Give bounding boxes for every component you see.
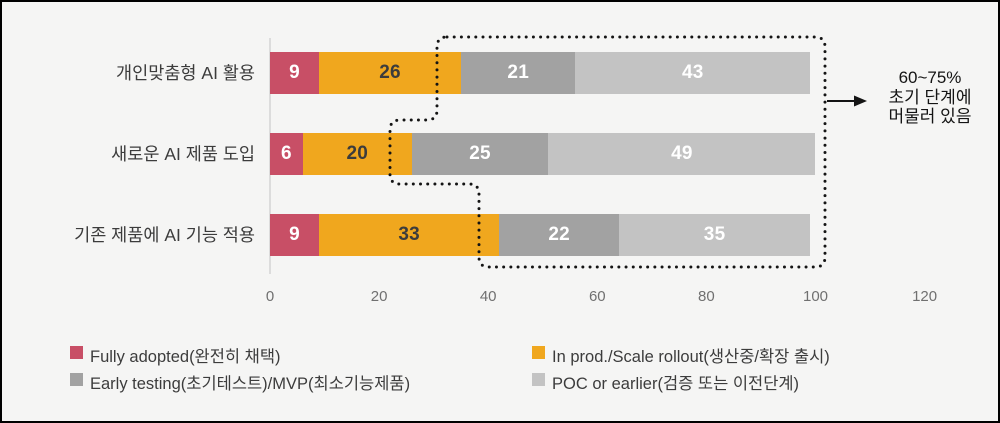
legend-swatch-icon — [532, 346, 545, 359]
bar-value-label: 49 — [671, 143, 693, 164]
x-axis-tick-label: 20 — [370, 288, 388, 305]
bar-segment: 25 — [411, 133, 549, 175]
bar-value-label: 33 — [398, 224, 420, 245]
legend-swatch-icon — [532, 373, 545, 386]
bar-segment: 6 — [270, 133, 303, 175]
bar-value-label: 6 — [280, 143, 292, 164]
bar-segment: 20 — [302, 133, 412, 175]
bar-value-label: 22 — [548, 224, 570, 245]
bar-segment: 21 — [460, 52, 576, 94]
bar-value-label: 43 — [681, 62, 704, 83]
legend-item: Fully adopted(완전히 채택) — [70, 343, 281, 367]
bar-segment: 22 — [499, 214, 620, 256]
bar-segment: 43 — [575, 52, 811, 94]
category-label: 기존 제품에 AI 기능 적용 — [74, 225, 255, 245]
bar-value-label: 9 — [289, 224, 300, 245]
legend-item: Early testing(초기테스트)/MVP(최소기능제품) — [70, 370, 410, 394]
bar-value-label: 25 — [469, 143, 491, 164]
x-axis-tick-label: 100 — [802, 288, 829, 305]
bar-value-label: 9 — [289, 62, 300, 83]
category-label: 새로운 AI 제품 도입 — [111, 144, 255, 164]
bar-segment: 9 — [270, 214, 320, 256]
legend-label: Early testing(초기테스트)/MVP(최소기능제품) — [90, 375, 411, 393]
x-axis-tick-label: 60 — [588, 288, 606, 305]
bar-segment: 9 — [270, 52, 320, 94]
bar-value-label: 21 — [507, 62, 529, 83]
bar-value-label: 26 — [379, 62, 401, 83]
x-axis-tick-label: 40 — [479, 288, 497, 305]
bar-segment: 49 — [548, 133, 816, 175]
bar-value-label: 35 — [703, 224, 726, 245]
bar-segment: 35 — [619, 214, 811, 256]
category-label: 개인맞춤형 AI 활용 — [116, 63, 255, 83]
legend-label: POC or earlier(검증 또는 이전단계) — [552, 375, 800, 393]
legend-swatch-icon — [70, 346, 83, 359]
bar-segment: 33 — [319, 214, 500, 256]
annotation-text: 60~75% 초기 단계에 머물러 있음 — [888, 68, 972, 126]
x-axis-tick-label: 80 — [698, 288, 715, 305]
x-axis-tick-label: 120 — [912, 288, 938, 305]
bar-segment: 26 — [319, 52, 461, 94]
legend-label: Fully adopted(완전히 채택) — [90, 348, 281, 366]
legend-item: In prod./Scale rollout(생산중/확장 출시) — [532, 343, 830, 367]
legend-swatch-icon — [70, 373, 83, 386]
legend-item: POC or earlier(검증 또는 이전단계) — [532, 370, 799, 394]
legend-label: In prod./Scale rollout(생산중/확장 출시) — [552, 348, 830, 366]
bar-value-label: 20 — [346, 143, 369, 164]
x-axis-tick-label: 0 — [265, 288, 275, 305]
